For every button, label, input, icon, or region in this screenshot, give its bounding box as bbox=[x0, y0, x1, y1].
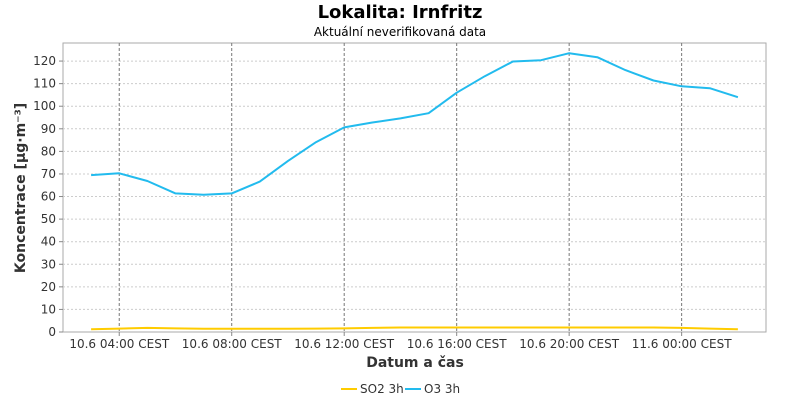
y-tick-label: 80 bbox=[41, 144, 56, 158]
legend: SO2 3h O3 3h bbox=[341, 382, 460, 396]
x-tick-label: 10.6 12:00 CEST bbox=[294, 337, 395, 351]
y-axis-ticks: 0 10 20 30 40 50 60 70 80 90 100 110 120 bbox=[33, 54, 63, 339]
chart-subtitle: Aktuální neverifikovaná data bbox=[314, 25, 486, 39]
y-tick-label: 110 bbox=[33, 77, 56, 91]
y-axis-label: Koncentrace [µg·m⁻³] bbox=[13, 103, 29, 273]
series-line-o3 bbox=[91, 52, 739, 196]
x-tick-label: 10.6 20:00 CEST bbox=[519, 337, 620, 351]
y-tick-label: 120 bbox=[33, 54, 56, 68]
y-tick-label: 30 bbox=[41, 257, 56, 271]
legend-label-so2: SO2 3h bbox=[360, 382, 404, 396]
y-tick-label: 50 bbox=[41, 212, 56, 226]
x-tick-label: 11.6 00:00 CEST bbox=[632, 337, 733, 351]
chart-title: Lokalita: Irnfritz bbox=[318, 2, 483, 23]
x-axis-label: Datum a čas bbox=[366, 355, 464, 371]
y-tick-label: 70 bbox=[41, 167, 56, 181]
y-tick-label: 60 bbox=[41, 190, 56, 204]
y-tick-label: 0 bbox=[48, 325, 56, 339]
y-tick-label: 90 bbox=[41, 122, 56, 136]
y-gridlines bbox=[63, 60, 766, 310]
x-tick-label: 10.6 16:00 CEST bbox=[407, 337, 508, 351]
series-line-so2 bbox=[91, 326, 738, 331]
x-gridlines bbox=[118, 43, 683, 332]
y-tick-label: 20 bbox=[41, 280, 56, 294]
y-tick-label: 100 bbox=[33, 99, 56, 113]
legend-label-o3: O3 3h bbox=[424, 382, 460, 396]
series-group bbox=[91, 52, 739, 331]
y-tick-label: 10 bbox=[41, 302, 56, 316]
x-tick-label: 10.6 08:00 CEST bbox=[182, 337, 283, 351]
x-axis-ticks: 10.6 04:00 CEST 10.6 08:00 CEST 10.6 12:00… bbox=[69, 332, 732, 351]
plot-area bbox=[62, 42, 767, 333]
x-tick-label: 10.6 04:00 CEST bbox=[69, 337, 170, 351]
y-tick-label: 40 bbox=[41, 235, 56, 249]
